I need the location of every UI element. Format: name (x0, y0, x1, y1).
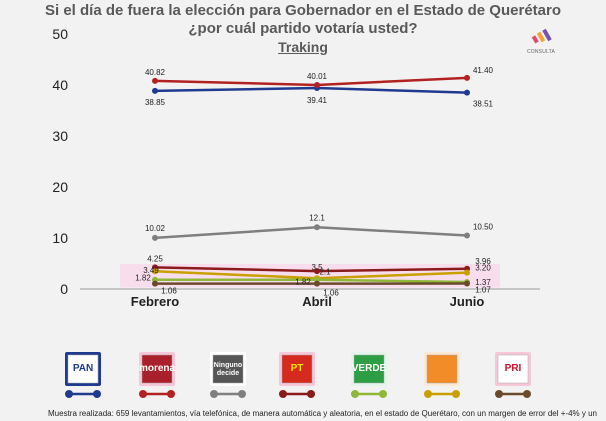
chart-titles: Si el día de fuera la elección para Gobe… (0, 2, 606, 56)
data-label: 10.50 (473, 222, 494, 231)
x-tick-label: Febrero (131, 294, 179, 309)
pan-logo-icon (67, 354, 99, 384)
y-tick-label: 30 (52, 128, 68, 144)
data-point (152, 268, 158, 275)
chart-question: ¿por cuál partido votaría usted? (188, 20, 418, 37)
data-point (314, 280, 320, 287)
legend-dot (424, 390, 432, 398)
legend-text: PAN (73, 363, 93, 374)
data-label: 39.41 (307, 96, 328, 105)
legend-text: morena (139, 363, 176, 374)
legend-dot (379, 390, 387, 398)
data-label: 41.40 (473, 66, 494, 75)
data-label: 10.02 (145, 224, 166, 233)
legend-item-pan: PAN (65, 352, 101, 398)
legend-dot (307, 390, 315, 398)
legend-item-pri: PRI (495, 352, 531, 398)
data-point (152, 280, 158, 287)
chart-title: Si el día de fuera la elección para Gobe… (45, 2, 561, 19)
legend-dot (210, 390, 218, 398)
legend-dot (167, 390, 175, 398)
data-label: 38.85 (145, 98, 166, 107)
data-point (464, 89, 470, 96)
legend-dot (93, 390, 101, 398)
legend-dot (495, 390, 503, 398)
data-point (464, 280, 470, 287)
legend-item-pt: PT (279, 352, 315, 398)
data-label: 1.37 (475, 278, 491, 287)
y-tick-label: 40 (52, 77, 68, 93)
x-tick-label: Junio (450, 294, 485, 309)
series-line (154, 86, 468, 94)
data-label: 40.82 (145, 68, 166, 77)
data-label: 3.49 (143, 266, 159, 275)
data-point (314, 81, 320, 88)
data-label: 1.06 (323, 289, 339, 298)
data-point (152, 87, 158, 94)
legend-text: Ninguno (214, 362, 242, 369)
brand-logo: CONSULTA (524, 28, 558, 55)
pri-logo-icon (497, 354, 529, 384)
legend-text: VERDE (352, 363, 387, 374)
data-label: 1.82 (135, 274, 151, 283)
data-point (464, 269, 470, 276)
footnote: Muestra realizada: 659 levantamientos, v… (48, 409, 597, 418)
y-tick-label: 20 (52, 179, 68, 195)
legend-dot (139, 390, 147, 398)
chart-subtitle: Traking (278, 39, 328, 55)
legend-text: PRI (505, 363, 522, 374)
legend-text: PT (291, 363, 304, 374)
data-label: 1.82 (295, 278, 311, 287)
brand-mark-icon (531, 28, 552, 44)
mc-logo-icon (426, 354, 458, 384)
y-tick-label: 50 (52, 26, 68, 42)
data-label: 40.01 (307, 72, 328, 81)
legend-dot (351, 390, 359, 398)
line-chart: 0 10 20 30 40 50 Febrero Abril Junio 38.85 39.41 38… (52, 26, 540, 398)
legend-text: decide (217, 370, 239, 377)
brand-label: CONSULTA (526, 49, 556, 55)
series-line (154, 226, 468, 240)
morena-logo-icon (141, 354, 173, 384)
legend-dot (65, 390, 73, 398)
data-point (314, 224, 320, 231)
data-label: 3.96 (475, 257, 491, 266)
data-point (464, 74, 470, 81)
data-point (152, 234, 158, 241)
y-tick-label: 10 (52, 230, 68, 246)
data-label: 12.1 (309, 213, 325, 222)
data-point (314, 268, 320, 275)
x-tick-label: Abril (302, 294, 332, 309)
legend-dot (452, 390, 460, 398)
pt-logo-icon (281, 354, 313, 384)
data-label: 4.25 (147, 254, 163, 263)
data-label: 2.1 (319, 267, 331, 276)
data-label: 1.07 (475, 286, 491, 295)
data-label: 1.06 (161, 287, 177, 296)
legend-dot (523, 390, 531, 398)
data-label: 3.5 (311, 263, 323, 272)
data-label: 3.20 (475, 264, 491, 273)
legend-dot (238, 390, 246, 398)
legend-dot (279, 390, 287, 398)
ninguno-logo-icon (212, 354, 244, 384)
legend-item-mc (424, 352, 460, 398)
legend-item-pvem: VERDE (351, 352, 387, 398)
verde-logo-icon (353, 354, 385, 384)
y-tick-label: 0 (60, 281, 68, 297)
data-point (152, 77, 158, 84)
legend-item-morena: morena (139, 352, 176, 398)
data-label: 38.51 (473, 100, 494, 109)
data-point (464, 232, 470, 239)
